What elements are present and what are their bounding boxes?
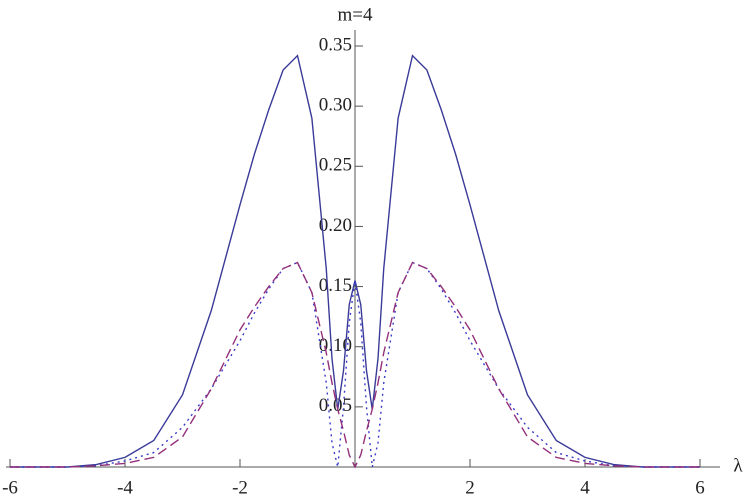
y-tick-label: 0.15 — [319, 275, 352, 296]
y-tick-label: 0.10 — [319, 335, 352, 356]
series-line — [10, 54, 700, 468]
y-tick-label: 0.05 — [319, 395, 352, 416]
x-tick-label: 6 — [695, 477, 705, 498]
y-tick-label: 0.20 — [319, 215, 352, 236]
x-tick-label: -6 — [2, 477, 18, 498]
x-tick-label: -4 — [117, 477, 133, 498]
x-tick-label: 4 — [580, 477, 590, 498]
series-line — [10, 261, 700, 469]
x-tick-label: -2 — [232, 477, 248, 498]
chart-title: m=4 — [338, 4, 373, 25]
y-tick-label: 0.30 — [319, 95, 352, 116]
y-tick-label: 0.35 — [319, 34, 352, 55]
x-axis-label: λ — [733, 455, 743, 476]
y-tick-label: 0.25 — [319, 155, 352, 176]
x-tick-label: 2 — [465, 477, 475, 498]
